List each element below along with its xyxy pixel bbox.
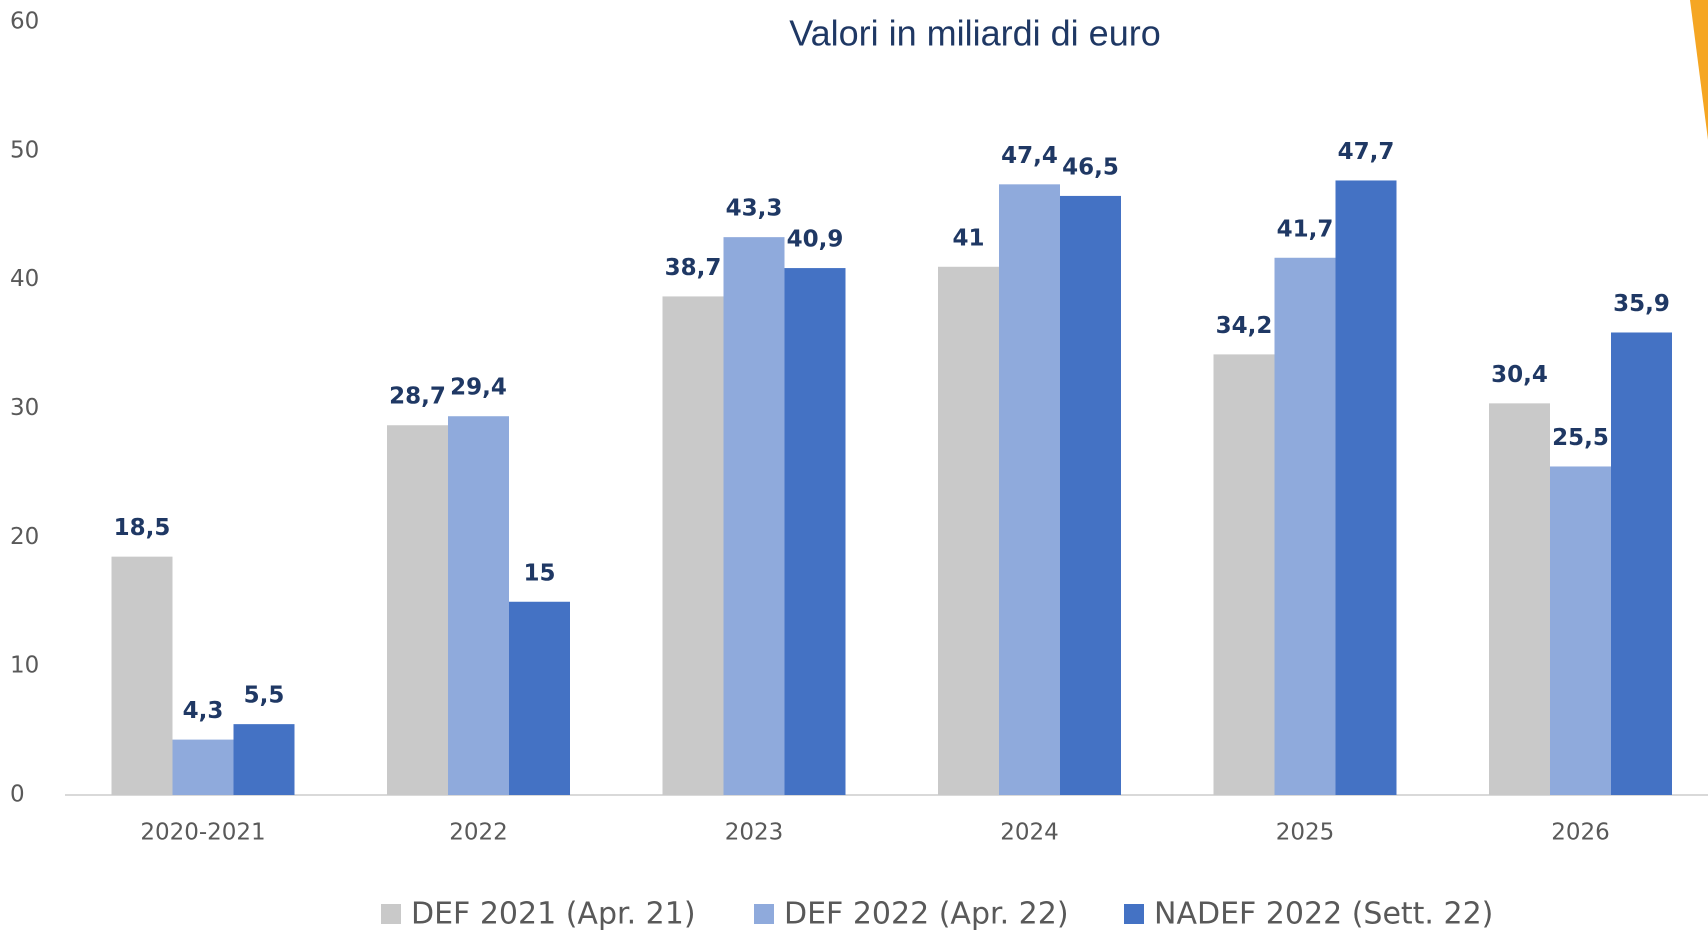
y-tick-label: 20 [10, 524, 39, 550]
legend-label: NADEF 2022 (Sett. 22) [1154, 897, 1493, 932]
bar [1611, 332, 1672, 795]
legend-swatch [1124, 904, 1144, 924]
y-tick-label: 50 [10, 137, 39, 163]
data-label: 40,9 [787, 227, 844, 253]
bar [509, 601, 570, 795]
bar [111, 556, 173, 795]
legend-swatch [381, 904, 401, 924]
x-tick-label: 2024 [1000, 820, 1059, 846]
data-label: 46,5 [1062, 154, 1119, 180]
data-label: 47,4 [1001, 143, 1058, 169]
data-label: 18,5 [114, 515, 171, 541]
data-label: 47,7 [1338, 139, 1395, 165]
x-tick-label: 2023 [725, 820, 784, 846]
decoration [1690, 0, 1708, 140]
data-label: 30,4 [1491, 362, 1548, 388]
data-label: 35,9 [1613, 291, 1670, 317]
data-label: 28,7 [389, 384, 446, 410]
data-label: 4,3 [183, 698, 224, 724]
bar [999, 184, 1060, 795]
y-tick-label: 40 [10, 266, 39, 292]
bar [1335, 180, 1397, 796]
bar [662, 296, 724, 795]
x-tick-label: 2025 [1276, 820, 1335, 846]
data-label: 34,2 [1216, 313, 1273, 339]
x-tick-label: 2022 [449, 820, 508, 846]
bar [1213, 354, 1275, 795]
bar [723, 237, 785, 795]
data-label: 29,4 [450, 375, 507, 401]
y-tick-label: 60 [10, 9, 39, 35]
bar [938, 266, 999, 795]
legend-label: DEF 2021 (Apr. 21) [411, 897, 696, 932]
data-label: 5,5 [244, 683, 285, 709]
bar [387, 425, 448, 795]
bar [1550, 466, 1611, 795]
data-label: 38,7 [665, 255, 722, 281]
data-label: 41 [952, 225, 984, 251]
x-tick-label: 2026 [1551, 820, 1610, 846]
y-tick-label: 10 [10, 653, 39, 679]
y-tick-label: 30 [10, 395, 39, 421]
bar [784, 268, 846, 795]
data-label: 15 [523, 560, 555, 586]
bar [233, 724, 295, 795]
data-label: 25,5 [1552, 425, 1609, 451]
y-tick-label: 0 [10, 782, 25, 808]
legend-label: DEF 2022 (Apr. 22) [784, 897, 1069, 932]
bar [1060, 195, 1121, 796]
chart-subtitle: Valori in miliardi di euro [789, 13, 1160, 54]
legend-swatch [754, 904, 774, 924]
bar [448, 416, 509, 795]
x-tick-label: 2020-2021 [140, 820, 265, 846]
data-label: 41,7 [1277, 216, 1334, 242]
data-label: 43,3 [726, 196, 783, 222]
bar [1489, 403, 1550, 795]
bar [172, 739, 234, 795]
bar [1274, 257, 1336, 795]
